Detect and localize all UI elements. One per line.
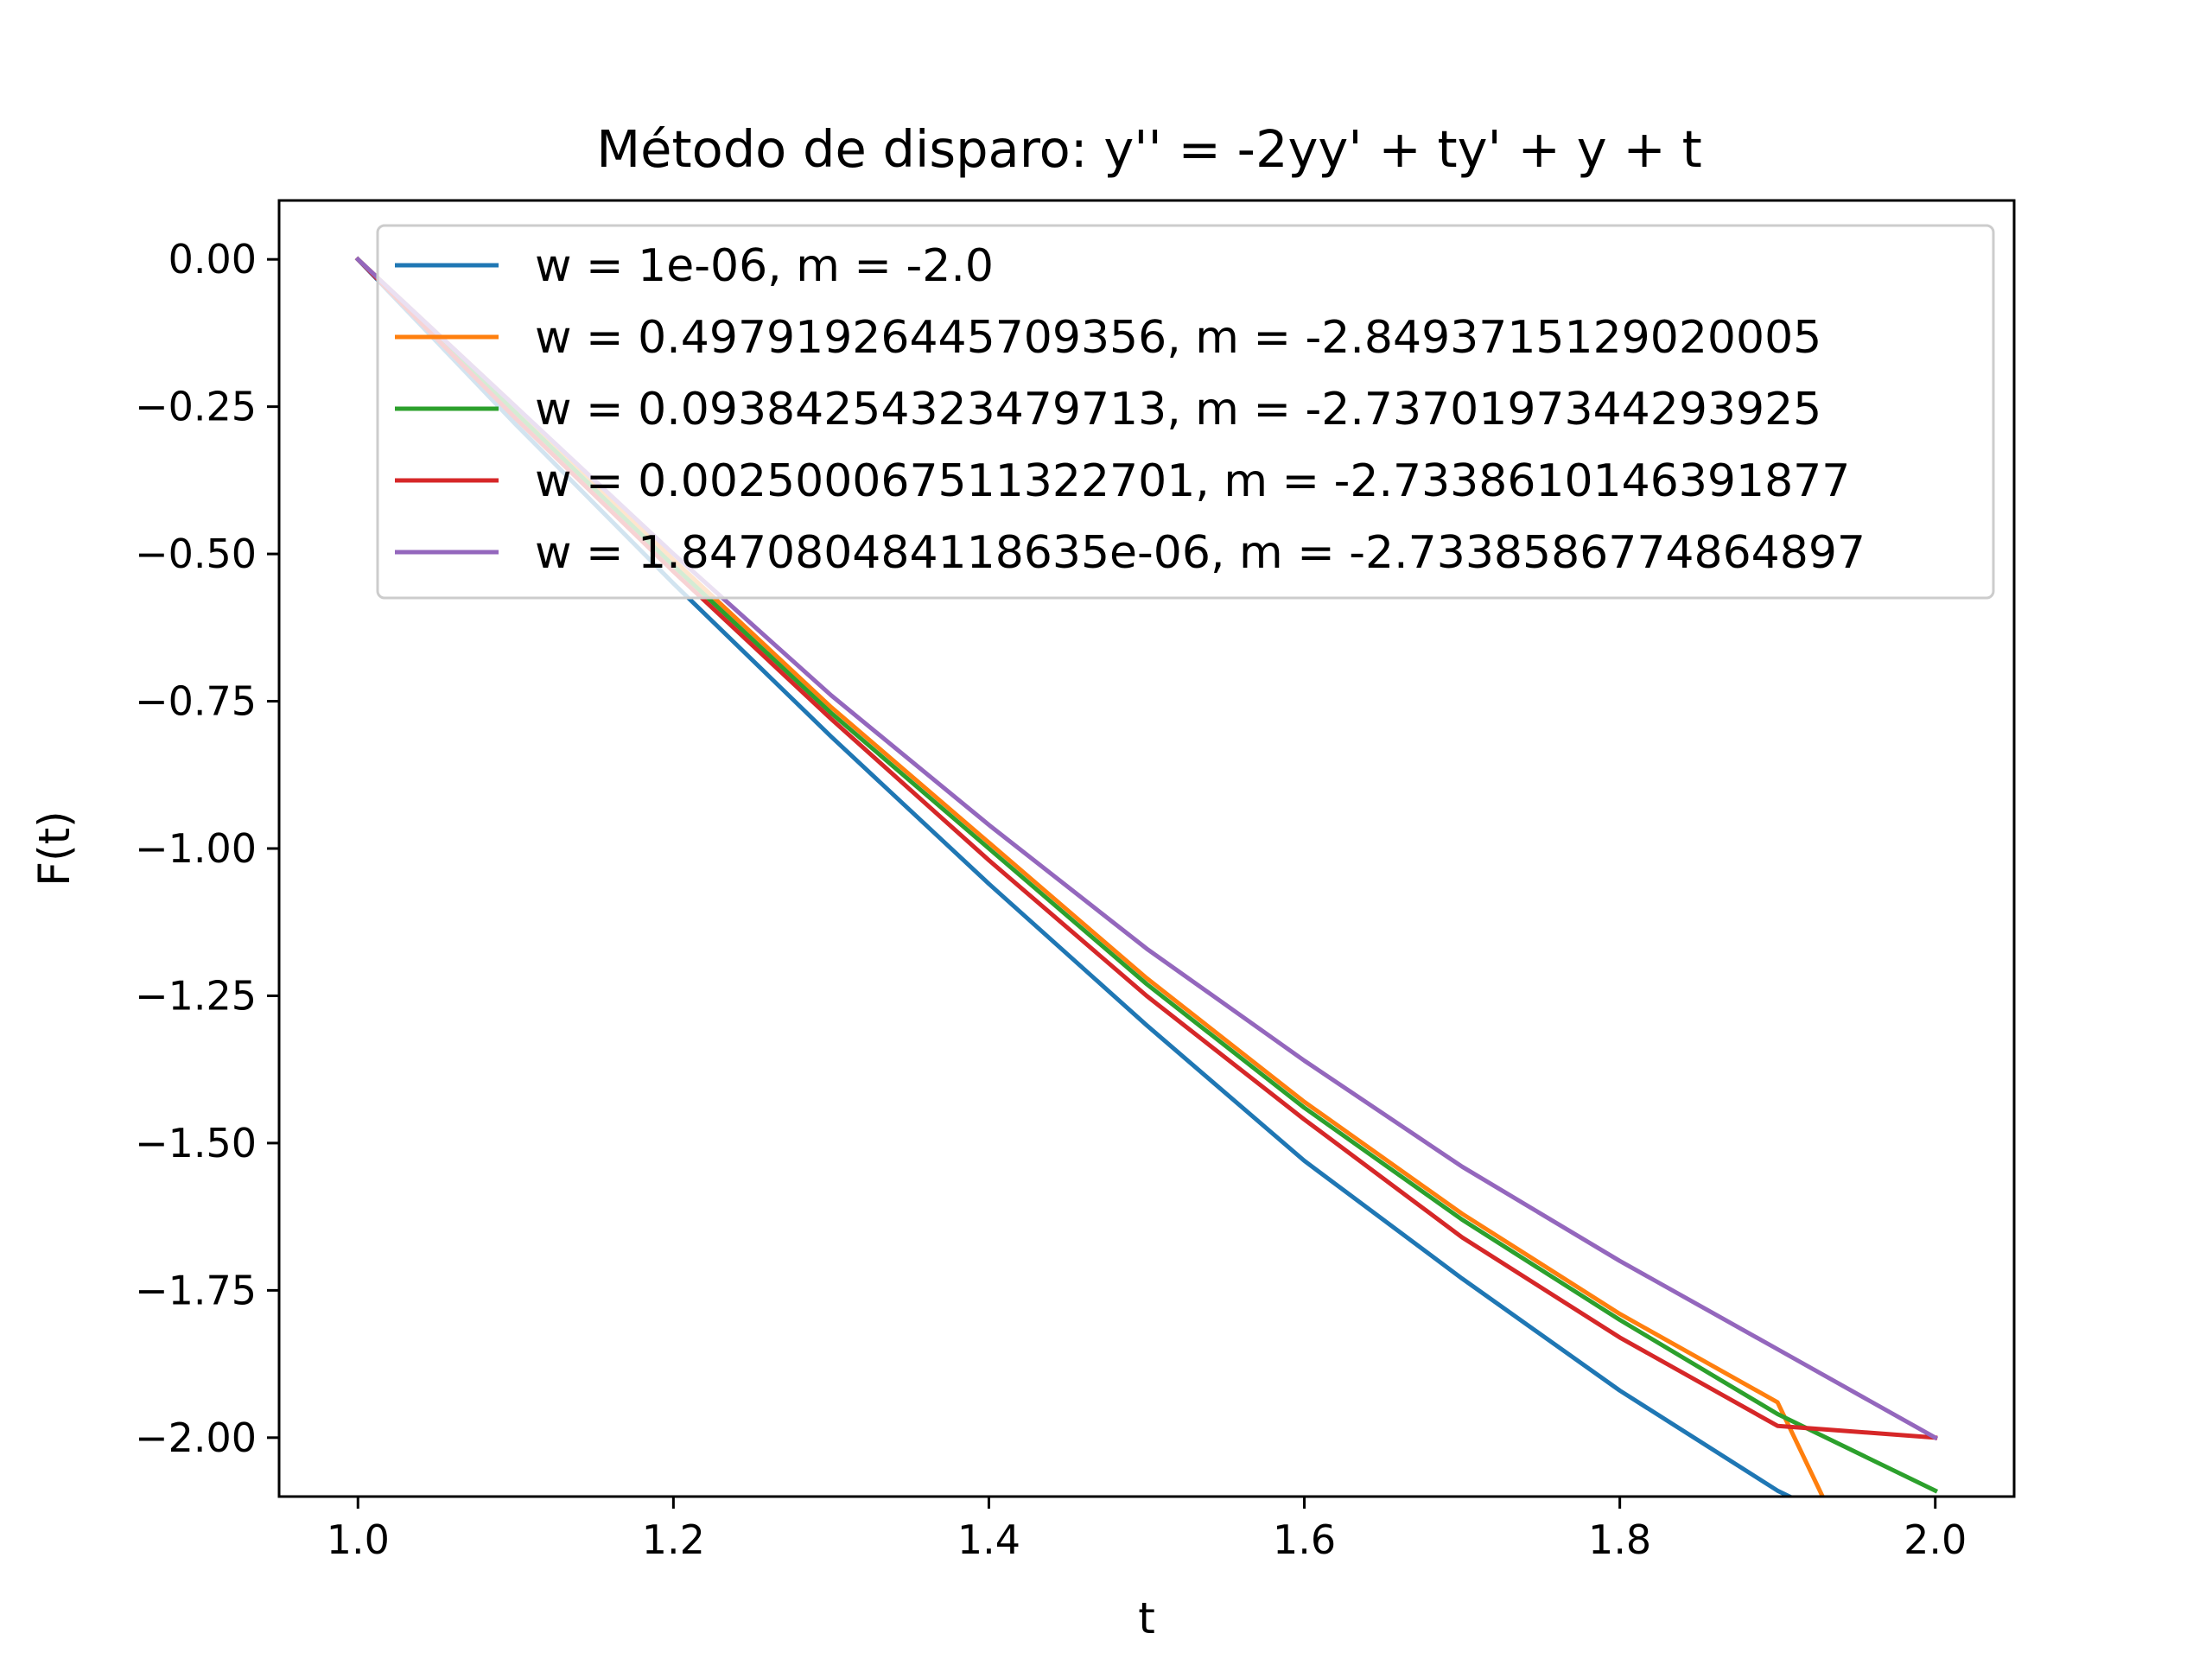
y-tick-label: −1.25 <box>135 972 257 1019</box>
y-tick-label: −1.00 <box>135 825 257 872</box>
legend-label-5: w = 1.847080484118635e-06, m = -2.733858… <box>535 527 1866 579</box>
y-tick-label: −2.00 <box>135 1414 257 1461</box>
chart-title: Método de disparo: y'' = -2yy' + ty' + y… <box>596 119 1701 179</box>
y-axis-label: F(t) <box>29 810 79 886</box>
x-tick-label: 1.8 <box>1588 1516 1651 1563</box>
legend-box <box>376 224 1995 600</box>
legend-label-1: w = 1e-06, m = -2.0 <box>535 240 994 292</box>
y-tick-label: −0.25 <box>135 384 257 430</box>
y-tick-label: −1.50 <box>135 1120 257 1166</box>
x-tick-label: 1.6 <box>1273 1516 1336 1563</box>
x-axis-label: t <box>1138 1593 1155 1643</box>
y-tick-label: −0.75 <box>135 678 257 725</box>
x-tick-label: 1.2 <box>642 1516 705 1563</box>
y-tick-label: −0.50 <box>135 531 257 577</box>
x-tick-label: 1.4 <box>957 1516 1020 1563</box>
x-tick-label: 1.0 <box>327 1516 390 1563</box>
y-tick-label: −1.75 <box>135 1267 257 1313</box>
legend-label-4: w = 0.002500067511322701, m = -2.7338610… <box>535 455 1850 507</box>
legend: w = 1e-06, m = -2.0 w = 0.497919264457093… <box>376 224 1995 600</box>
x-axis: 1.0 1.2 1.4 1.6 1.8 2.0 <box>327 1497 1967 1563</box>
legend-label-2: w = 0.49791926445709356, m = -2.84937151… <box>535 312 1821 364</box>
y-tick-label: 0.00 <box>168 236 257 283</box>
x-tick-label: 2.0 <box>1904 1516 1967 1563</box>
y-axis: 0.00 −0.25 −0.50 −0.75 −1.00 −1.25 −1.50 −1.75 −… <box>135 236 279 1461</box>
legend-label-3: w = 0.09384254323479713, m = -2.73701973… <box>535 384 1821 435</box>
